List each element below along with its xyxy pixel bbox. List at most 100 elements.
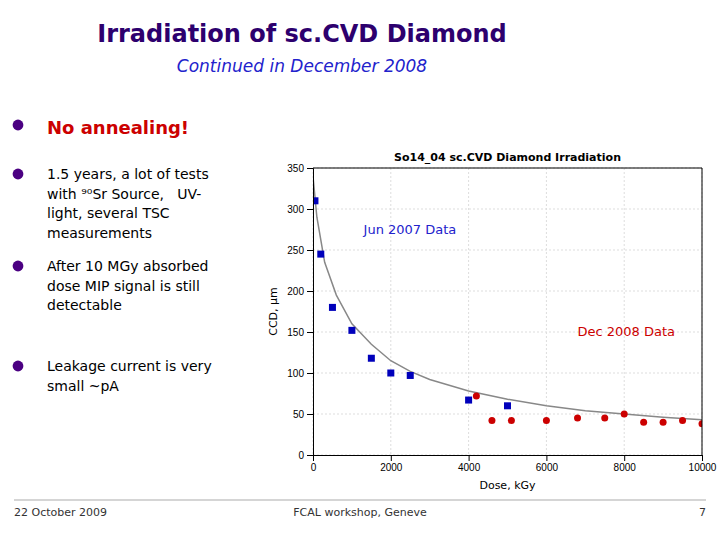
tick-label: 10000	[689, 462, 717, 473]
grid-line	[313, 414, 702, 415]
footer-text: 7	[699, 506, 706, 519]
point	[699, 420, 703, 427]
bullet	[13, 361, 24, 372]
tick: 150	[287, 327, 313, 338]
annotation: Dec 2008 Data	[578, 324, 676, 339]
tick: 4000	[458, 455, 481, 473]
x-axis: 0 2000 4000 6000 8000 10000	[311, 455, 717, 473]
note: Leakage current is verysmall ~pA	[47, 358, 212, 394]
footer-rule	[14, 500, 706, 501]
tick: 200	[287, 286, 313, 297]
footer-text: 22 October 2009	[14, 506, 107, 519]
subtitle: Continued in December 2008	[177, 56, 428, 76]
axis-line	[307, 169, 314, 456]
tick: 50	[293, 409, 313, 420]
tick-label: 0	[298, 450, 304, 461]
tick-mark	[307, 414, 313, 415]
tick: 6000	[536, 455, 559, 473]
point-group	[473, 392, 702, 427]
tick-mark	[307, 168, 313, 169]
tick-label: 2000	[380, 462, 403, 473]
point	[317, 251, 324, 258]
tick: 10000	[689, 455, 717, 473]
point	[368, 355, 375, 362]
tick-mark	[546, 455, 547, 461]
point	[504, 402, 511, 409]
tick: 8000	[614, 455, 637, 473]
tick-mark	[391, 455, 392, 461]
y-axis: 0 50 100 150 200 250 300 350	[287, 163, 313, 461]
grid	[313, 168, 702, 455]
point	[640, 419, 647, 426]
tick-label: 250	[287, 245, 304, 256]
point	[574, 415, 581, 422]
note: No annealing!	[47, 117, 189, 138]
tick: 2000	[380, 455, 403, 473]
point	[488, 417, 495, 424]
bullet	[13, 261, 24, 272]
y-axis-label: CCD, μm	[267, 287, 280, 336]
grid-line	[313, 291, 702, 292]
tick-label: 200	[287, 286, 304, 297]
tick-label: 100	[287, 368, 304, 379]
grid-line	[468, 168, 469, 455]
point	[407, 372, 414, 379]
tick: 100	[287, 368, 313, 379]
x-axis-label: Dose, kGy	[479, 479, 536, 492]
chart-title: So14_04 sc.CVD Diamond Irradiation	[394, 151, 621, 164]
tick: 300	[287, 204, 313, 215]
axis-line	[314, 456, 703, 462]
tick-mark	[469, 455, 470, 461]
marks	[313, 176, 702, 427]
tick-mark	[307, 209, 313, 210]
tick: 0	[298, 450, 313, 461]
tick-label: 150	[287, 327, 304, 338]
plot-frame	[313, 168, 702, 455]
point	[621, 411, 628, 418]
title: Irradiation of sc.CVD Diamond	[97, 20, 507, 48]
tick-mark	[624, 455, 625, 461]
point	[473, 392, 480, 399]
tick: 350	[287, 163, 313, 174]
tick-mark	[307, 332, 313, 333]
point	[660, 419, 667, 426]
plot-background	[313, 168, 702, 455]
point	[348, 327, 355, 334]
grid-line	[546, 168, 547, 455]
footer-text: FCAL workshop, Geneve	[293, 506, 427, 519]
grid-line	[313, 250, 702, 251]
grid-line	[390, 168, 391, 455]
tick-label: 4000	[458, 462, 481, 473]
tick-mark	[307, 373, 313, 374]
point	[329, 304, 336, 311]
note: After 10 MGy absorbeddose MIP signal is …	[47, 258, 208, 313]
grid-line	[313, 373, 702, 374]
point	[601, 415, 608, 422]
point	[543, 417, 550, 424]
tick: 250	[287, 245, 313, 256]
point	[387, 370, 394, 377]
tick-label: 6000	[536, 462, 559, 473]
note: 1.5 years, a lot of testswith ⁹⁰Sr Sourc…	[47, 166, 209, 241]
tick-mark	[307, 291, 313, 292]
annotation: Jun 2007 Data	[363, 222, 457, 237]
chart: 0 2000 4000 6000 8000 10000 0 50 100 150 200 250 300…	[267, 151, 717, 492]
point-group	[313, 197, 511, 409]
tick-mark	[307, 455, 313, 456]
tick-mark	[702, 455, 703, 461]
tick-label: 0	[311, 462, 317, 473]
fit-line	[313, 176, 702, 420]
tick-label: 350	[287, 163, 304, 174]
tick-label: 300	[287, 204, 304, 215]
bullet	[13, 120, 24, 131]
point	[679, 417, 686, 424]
point	[508, 417, 515, 424]
slide: Irradiation of sc.CVD Diamond Continued i…	[0, 0, 720, 540]
tick-mark	[307, 250, 313, 251]
bullet	[13, 169, 24, 180]
tick-label: 8000	[614, 462, 637, 473]
point	[465, 397, 472, 404]
tick: 0	[311, 455, 317, 473]
tick-label: 50	[293, 409, 305, 420]
grid-line	[313, 209, 702, 210]
